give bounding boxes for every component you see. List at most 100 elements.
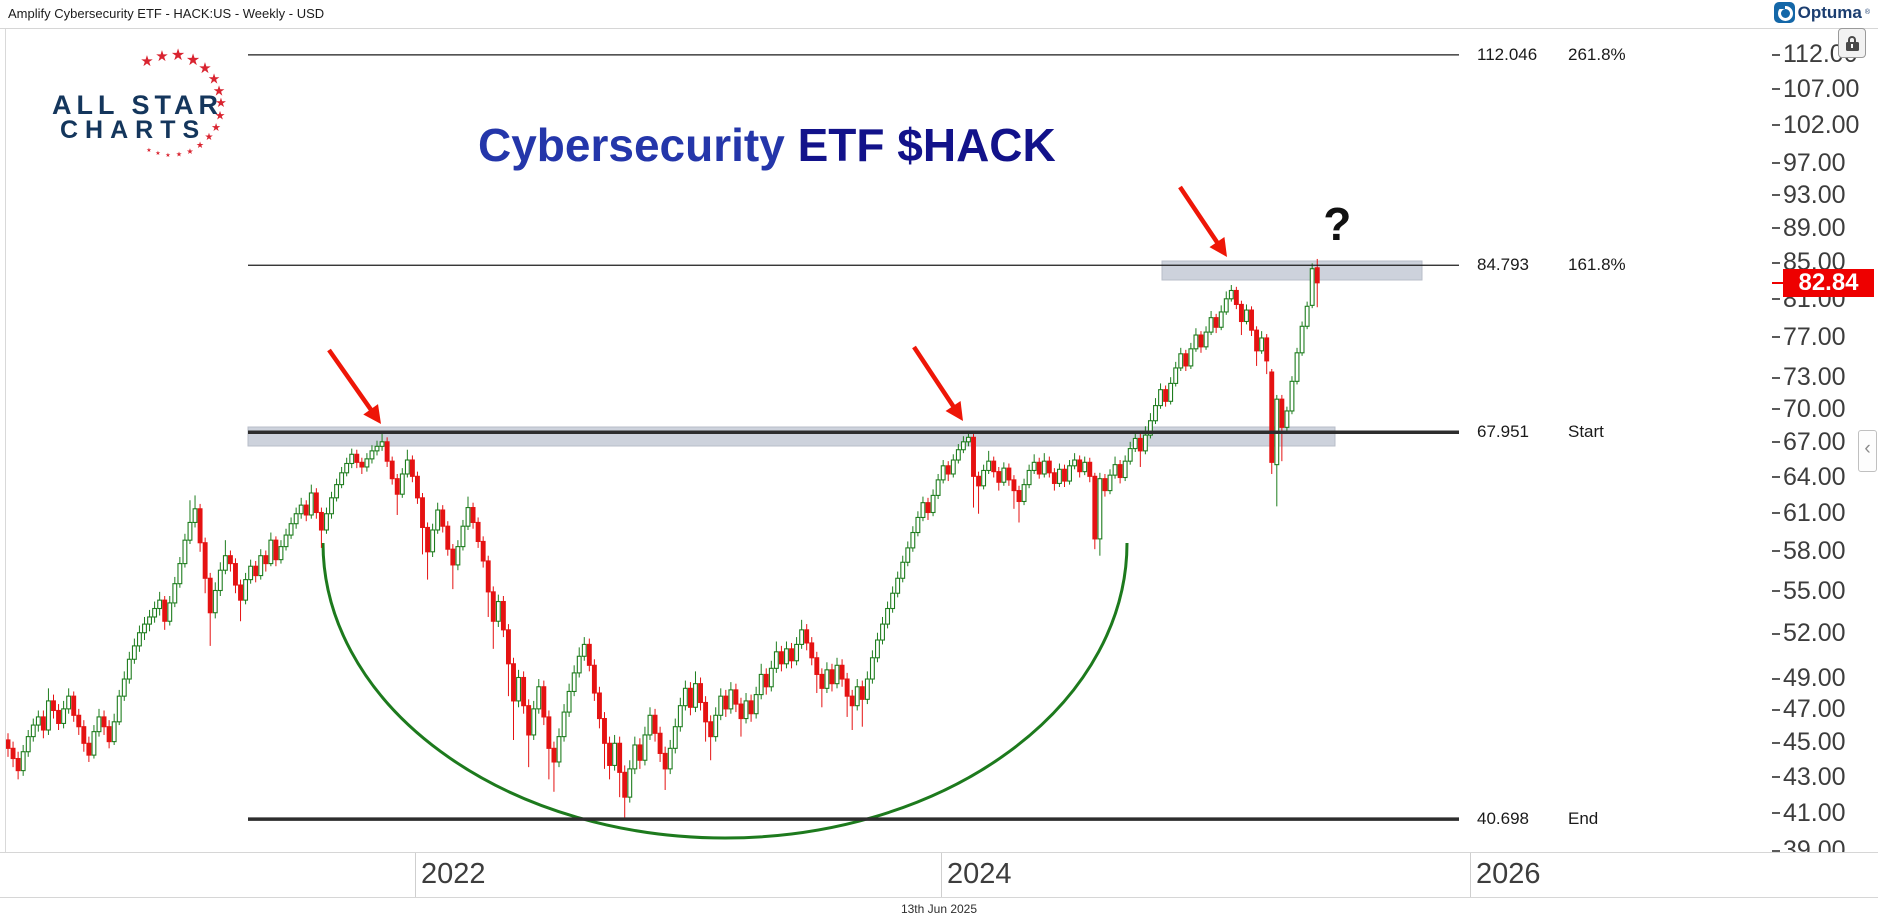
candle-body	[1142, 434, 1148, 452]
candle-body	[854, 686, 860, 707]
candle-body	[440, 509, 446, 527]
title-part2: ETF $HACK	[797, 119, 1056, 171]
candle-body	[602, 717, 607, 744]
candle-body	[743, 700, 749, 720]
tick-dash	[1772, 512, 1780, 515]
time-axis-top-border	[0, 852, 1878, 853]
candle-body	[1051, 472, 1057, 484]
axis-collapse-button[interactable]: ‹	[1858, 430, 1877, 472]
candle-body	[895, 577, 901, 594]
candle-body	[976, 475, 982, 487]
candle-body	[1147, 420, 1153, 436]
candle-body	[1087, 461, 1093, 477]
candle-body	[1294, 352, 1300, 382]
candle-body	[222, 555, 228, 571]
year-separator	[415, 852, 416, 897]
y-axis-tick: 49.00	[1772, 664, 1846, 693]
fib-level-value: 84.793	[1477, 255, 1529, 275]
candle-body	[561, 711, 567, 738]
candle-body	[632, 744, 638, 770]
candle-body	[430, 529, 436, 553]
candle-body	[1264, 337, 1270, 362]
header-bar: Amplify Cybersecurity ETF - HACK:US - We…	[0, 0, 1878, 28]
candle-body	[460, 525, 466, 548]
candle-body	[283, 534, 289, 548]
candle-body	[96, 716, 102, 733]
tick-label: 55.00	[1783, 576, 1846, 605]
candle-body	[1304, 305, 1310, 327]
candle-body	[784, 648, 789, 665]
cup-pattern-curve	[321, 542, 1129, 840]
candle-body	[773, 651, 779, 669]
star-icon: ★	[165, 153, 171, 160]
candle-body	[1238, 303, 1244, 323]
candle-body	[1193, 334, 1199, 350]
candle-body	[1289, 380, 1295, 412]
tick-dash	[1772, 776, 1780, 779]
tick-dash	[1772, 194, 1780, 196]
candle-body	[111, 721, 117, 743]
candle-body	[349, 453, 355, 465]
candle-body	[450, 548, 456, 566]
chevron-left-icon: ‹	[1864, 438, 1871, 459]
candle-body	[627, 768, 633, 798]
candle-body	[136, 632, 142, 647]
y-axis-tick: 45.00	[1772, 728, 1846, 757]
candle-body	[748, 700, 754, 715]
candle-body	[1102, 478, 1108, 492]
candle-body	[15, 757, 21, 772]
tick-label: 43.00	[1783, 762, 1846, 791]
candle-body	[642, 734, 648, 761]
axis-lock-button[interactable]	[1838, 28, 1866, 58]
candle-body	[672, 726, 678, 749]
candle-body	[354, 453, 360, 463]
tick-dash	[1772, 812, 1780, 815]
time-axis-bottom-border	[0, 897, 1878, 898]
candle-body	[1031, 461, 1037, 472]
candle-body	[612, 742, 618, 766]
star-icon: ★	[195, 139, 205, 150]
candle-body	[950, 459, 956, 475]
y-axis-tick: 41.00	[1772, 799, 1846, 828]
candle-body	[187, 521, 193, 541]
candle-body	[960, 441, 966, 451]
candle-body	[910, 531, 916, 549]
candle-body	[1228, 289, 1234, 300]
candle-body	[172, 583, 178, 604]
candle-body	[61, 708, 67, 724]
candle-body	[1269, 371, 1275, 463]
candle-body	[1173, 367, 1179, 384]
candle-body	[1092, 475, 1098, 540]
candle-body	[703, 701, 709, 723]
chart-annotation-title: Cybersecurity ETF $HACK	[478, 118, 1056, 172]
time-axis[interactable]: 2022 2024 2026	[0, 852, 1878, 897]
chart-instrument-title: Amplify Cybersecurity ETF - HACK:US - We…	[8, 6, 325, 21]
candle-body	[1056, 468, 1062, 484]
y-axis-tick: 47.00	[1772, 695, 1846, 724]
question-mark-annotation: ?	[1323, 198, 1352, 251]
candle-body	[541, 686, 547, 718]
fib-zone	[1161, 260, 1423, 281]
candle-body	[753, 694, 759, 715]
candle-body	[965, 436, 971, 443]
candle-body	[455, 546, 461, 566]
candle-body	[880, 623, 885, 641]
candle-body	[758, 673, 764, 696]
star-icon: ★	[155, 151, 161, 158]
candle-body	[147, 616, 152, 625]
candle-body	[824, 669, 830, 689]
candle-body	[465, 507, 471, 527]
candle-body	[940, 465, 946, 481]
candle-body	[596, 692, 602, 720]
tick-dash	[1772, 677, 1780, 680]
candle-body	[288, 523, 294, 536]
candle-body	[1183, 353, 1189, 367]
candle-body	[955, 449, 961, 461]
candle-body	[131, 645, 137, 660]
candle-body	[324, 513, 329, 531]
tick-label: 52.00	[1783, 619, 1846, 648]
star-icon: ★	[170, 47, 186, 64]
candle-body	[182, 539, 188, 565]
